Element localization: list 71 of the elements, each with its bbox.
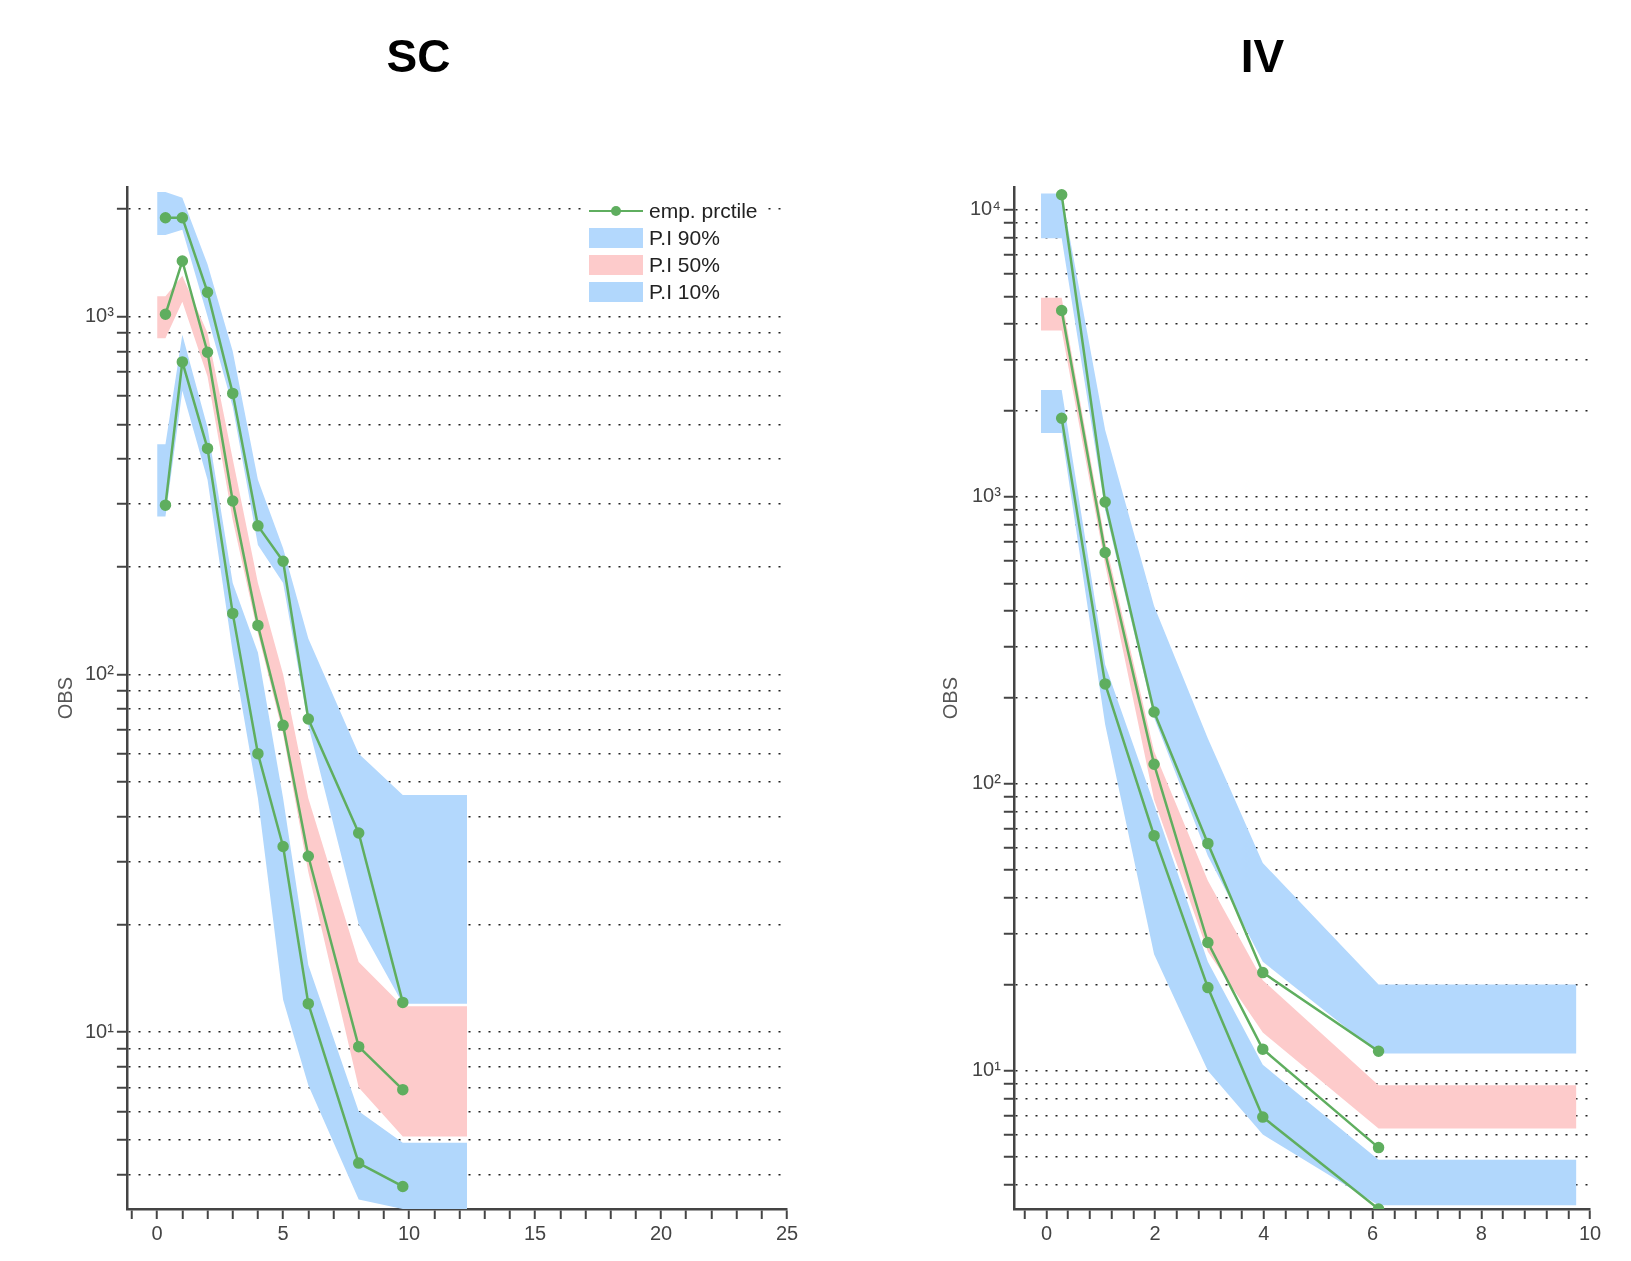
point — [1099, 678, 1111, 690]
point — [302, 850, 315, 862]
point — [397, 1083, 409, 1096]
point — [1202, 936, 1214, 949]
point — [397, 996, 409, 1009]
point — [159, 211, 172, 224]
x-tick-label: 4 — [1258, 1221, 1270, 1244]
point — [252, 619, 264, 632]
point — [352, 1157, 365, 1169]
x-tick-label: 10 — [1578, 1221, 1602, 1244]
y-axis-title: OBS — [938, 676, 961, 720]
x-tick-label: 0 — [1040, 1221, 1053, 1244]
point — [1148, 829, 1160, 842]
y-tick-label: 10² — [971, 771, 1002, 794]
y-tick-label: 10² — [85, 661, 115, 684]
x-tick-label: 2 — [1149, 1221, 1161, 1244]
x-tick-label: 6 — [1367, 1221, 1379, 1244]
point — [1372, 1141, 1385, 1154]
point — [1148, 758, 1160, 771]
point — [1055, 304, 1068, 317]
x-tick-label: 15 — [523, 1221, 547, 1244]
y-tick-label: 10¹ — [971, 1058, 1002, 1081]
point — [1372, 1045, 1385, 1058]
point — [1055, 412, 1068, 424]
point — [277, 719, 289, 732]
point — [176, 211, 189, 224]
point — [352, 1040, 365, 1053]
legend-label: P.I 10% — [649, 279, 720, 304]
point — [176, 255, 189, 267]
point — [252, 747, 264, 760]
x-tick-label: 20 — [649, 1221, 673, 1244]
point — [1148, 706, 1160, 718]
legend-label: emp. prctile — [649, 198, 758, 223]
point — [277, 555, 289, 568]
point — [1257, 966, 1269, 979]
legend-label: P.I 50% — [649, 252, 720, 277]
point — [226, 495, 239, 507]
legend-label: P.I 90% — [649, 225, 720, 250]
x-tick-label: 8 — [1475, 1221, 1487, 1244]
point — [397, 1180, 409, 1193]
y-tick-label: 10³ — [971, 484, 1002, 507]
point — [252, 520, 264, 532]
point — [302, 997, 315, 1010]
x-tick-label: 10 — [397, 1221, 421, 1244]
point — [159, 499, 172, 511]
point — [201, 286, 214, 298]
x-tick-label: 0 — [151, 1221, 163, 1244]
y-axis-title: OBS — [53, 676, 76, 720]
point — [226, 607, 239, 620]
point — [302, 713, 315, 725]
y-tick-label: 10⁴ — [970, 197, 1001, 220]
x-tick-label: 25 — [775, 1221, 799, 1244]
point — [176, 356, 189, 368]
y-tick-label: 10¹ — [85, 1019, 115, 1042]
point — [1099, 496, 1111, 508]
point — [277, 840, 289, 853]
point — [201, 442, 214, 455]
point — [1257, 1043, 1269, 1055]
point — [201, 346, 214, 358]
point — [1099, 546, 1111, 559]
point — [1202, 981, 1214, 994]
chart-title: SC — [386, 30, 451, 83]
x-tick-label: 5 — [277, 1221, 289, 1244]
y-tick-label: 10³ — [85, 304, 115, 327]
point — [1202, 837, 1214, 850]
chart-title: IV — [1240, 30, 1285, 83]
point — [226, 387, 239, 400]
point — [352, 827, 365, 839]
point — [1257, 1111, 1269, 1123]
point — [159, 308, 172, 321]
point — [1055, 188, 1068, 201]
